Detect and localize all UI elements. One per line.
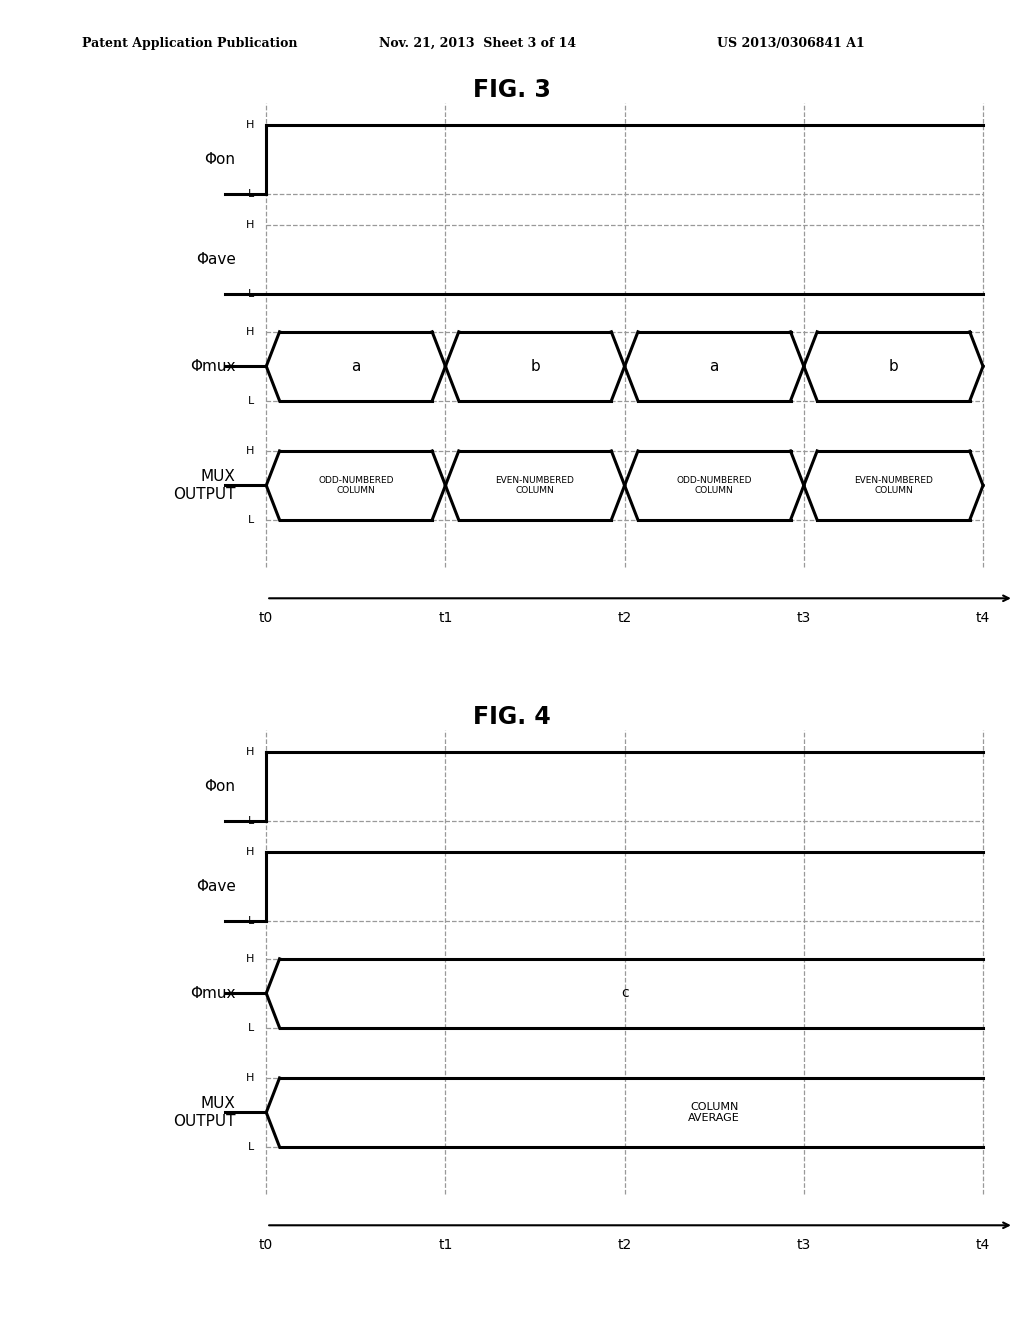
Text: b: b bbox=[889, 359, 898, 374]
Text: COLUMN
AVERAGE: COLUMN AVERAGE bbox=[688, 1102, 740, 1123]
Text: L: L bbox=[248, 816, 254, 826]
Text: t1: t1 bbox=[438, 1238, 453, 1251]
Text: L: L bbox=[248, 916, 254, 927]
Text: ODD-NUMBERED
COLUMN: ODD-NUMBERED COLUMN bbox=[318, 475, 393, 495]
Text: t2: t2 bbox=[617, 611, 632, 624]
Text: H: H bbox=[246, 847, 254, 857]
Text: Patent Application Publication: Patent Application Publication bbox=[82, 37, 297, 50]
Text: EVEN-NUMBERED
COLUMN: EVEN-NUMBERED COLUMN bbox=[496, 475, 574, 495]
Text: Φon: Φon bbox=[205, 779, 236, 793]
Text: ODD-NUMBERED
COLUMN: ODD-NUMBERED COLUMN bbox=[677, 475, 752, 495]
Text: L: L bbox=[248, 396, 254, 405]
Text: t0: t0 bbox=[259, 1238, 273, 1251]
Text: H: H bbox=[246, 446, 254, 455]
Text: L: L bbox=[248, 1023, 254, 1032]
Text: H: H bbox=[246, 120, 254, 129]
Text: US 2013/0306841 A1: US 2013/0306841 A1 bbox=[717, 37, 864, 50]
Text: a: a bbox=[351, 359, 360, 374]
Text: L: L bbox=[248, 515, 254, 525]
Text: t3: t3 bbox=[797, 611, 811, 624]
Text: L: L bbox=[248, 289, 254, 300]
Text: FIG. 4: FIG. 4 bbox=[473, 705, 551, 729]
Text: H: H bbox=[246, 954, 254, 964]
Text: EVEN-NUMBERED
COLUMN: EVEN-NUMBERED COLUMN bbox=[854, 475, 933, 495]
Text: H: H bbox=[246, 220, 254, 230]
Text: L: L bbox=[248, 1142, 254, 1152]
Text: L: L bbox=[248, 189, 254, 199]
Text: Φmux: Φmux bbox=[190, 359, 236, 374]
Text: Φave: Φave bbox=[196, 879, 236, 894]
Text: t3: t3 bbox=[797, 1238, 811, 1251]
Text: c: c bbox=[621, 986, 629, 1001]
Text: Φave: Φave bbox=[196, 252, 236, 267]
Text: Φmux: Φmux bbox=[190, 986, 236, 1001]
Text: H: H bbox=[246, 747, 254, 756]
Text: t4: t4 bbox=[976, 611, 990, 624]
Text: t1: t1 bbox=[438, 611, 453, 624]
Text: t4: t4 bbox=[976, 1238, 990, 1251]
Text: H: H bbox=[246, 327, 254, 337]
Text: b: b bbox=[530, 359, 540, 374]
Text: a: a bbox=[710, 359, 719, 374]
Text: t2: t2 bbox=[617, 1238, 632, 1251]
Text: MUX
OUTPUT: MUX OUTPUT bbox=[173, 469, 236, 502]
Text: Nov. 21, 2013  Sheet 3 of 14: Nov. 21, 2013 Sheet 3 of 14 bbox=[379, 37, 577, 50]
Text: FIG. 3: FIG. 3 bbox=[473, 78, 551, 102]
Text: H: H bbox=[246, 1073, 254, 1082]
Text: MUX
OUTPUT: MUX OUTPUT bbox=[173, 1096, 236, 1129]
Text: Φon: Φon bbox=[205, 152, 236, 166]
Text: t0: t0 bbox=[259, 611, 273, 624]
